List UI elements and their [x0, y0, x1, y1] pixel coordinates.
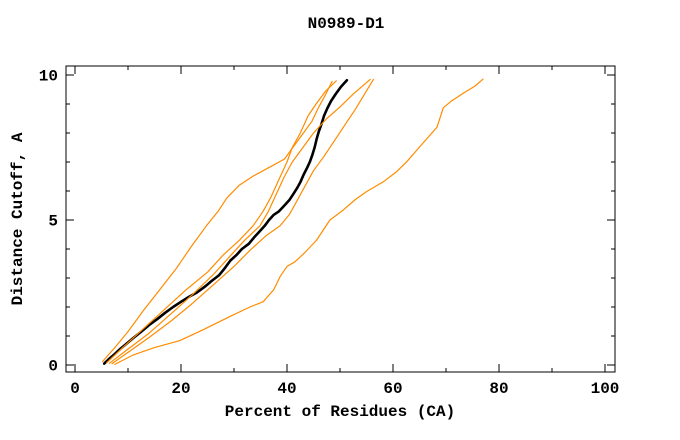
x-tick-label: 0: [70, 380, 80, 398]
tick-labels: 0 20 40 60 80 100 0 5 10: [39, 68, 620, 399]
x-tick-label: 100: [591, 380, 620, 398]
series-other-model-a: [101, 80, 333, 363]
axes-frame-and-ticks: [65, 65, 616, 373]
y-tick-label: 10: [39, 68, 58, 86]
x-tick-label: 40: [277, 380, 296, 398]
series-other-model-outlier: [114, 78, 484, 365]
series-other-model-b: [106, 80, 337, 364]
chart-title: N0989-D1: [308, 15, 385, 33]
series-model-1-black: [102, 78, 349, 365]
series-other-model-d: [111, 78, 374, 365]
x-tick-label: 20: [171, 380, 190, 398]
y-axis-label: Distance Cutoff, A: [9, 132, 27, 305]
x-axis-label: Percent of Residues (CA): [225, 403, 455, 421]
y-tick-label: 0: [48, 358, 58, 376]
x-tick-label: 60: [383, 380, 402, 398]
y-tick-label: 5: [48, 213, 58, 231]
data-series: [101, 78, 484, 365]
series-other-model-c: [108, 78, 371, 364]
x-tick-label: 80: [489, 380, 508, 398]
